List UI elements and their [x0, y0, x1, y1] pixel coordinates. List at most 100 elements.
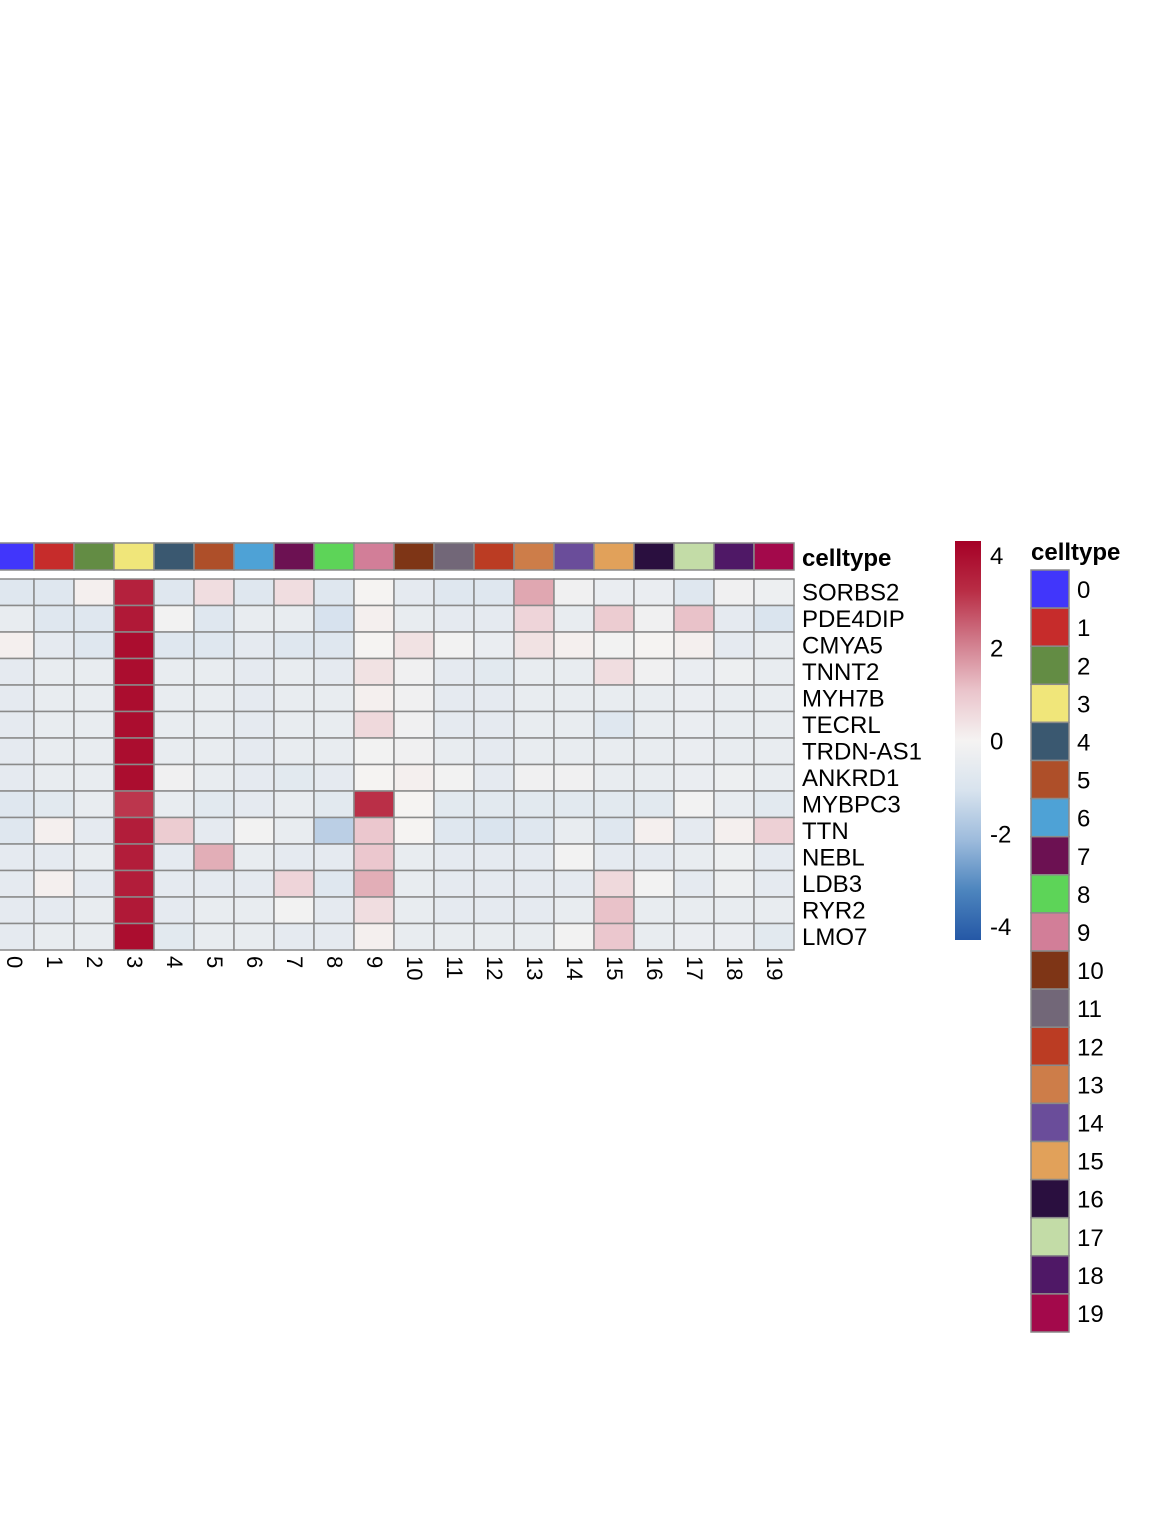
- heatmap-cell: [153, 710, 195, 739]
- heatmap-cell: [673, 604, 715, 633]
- heatmap-cell: [113, 578, 155, 607]
- heatmap-cell: [633, 843, 675, 872]
- annotation-cell-12: [473, 542, 515, 571]
- heatmap-cell: [233, 631, 275, 660]
- legend-swatch-4: [1030, 721, 1070, 762]
- heatmap-cell: [673, 578, 715, 607]
- heatmap-cell: [673, 684, 715, 713]
- heatmap-cell: [593, 578, 635, 607]
- heatmap-cell: [153, 922, 195, 951]
- heatmap-cell: [273, 816, 315, 845]
- legend-swatch-13: [1030, 1064, 1070, 1105]
- heatmap-cell: [433, 843, 475, 872]
- annotation-cell-18: [713, 542, 755, 571]
- heatmap-cell: [753, 843, 795, 872]
- heatmap-cell: [513, 578, 555, 607]
- heatmap-cell: [753, 631, 795, 660]
- heatmap-cell: [393, 843, 435, 872]
- heatmap-cell: [553, 896, 595, 925]
- heatmap-cell: [73, 737, 115, 766]
- heatmap-cell: [193, 843, 235, 872]
- heatmap-cell: [633, 631, 675, 660]
- heatmap-cell: [0, 922, 35, 951]
- heatmap-cell: [753, 684, 795, 713]
- heatmap-cell: [633, 737, 675, 766]
- legend-label: 17: [1077, 1225, 1104, 1252]
- heatmap-cell: [273, 684, 315, 713]
- heatmap-cell: [593, 843, 635, 872]
- heatmap-cell: [673, 816, 715, 845]
- legend-swatch-18: [1030, 1255, 1070, 1295]
- row-label: LMO7: [802, 924, 867, 951]
- heatmap-cell: [713, 816, 755, 845]
- row-label: TRDN-AS1: [802, 738, 922, 765]
- heatmap-cell: [233, 843, 275, 872]
- heatmap-cell: [513, 816, 555, 845]
- heatmap-cell: [153, 816, 195, 845]
- legend-swatch-3: [1030, 683, 1070, 724]
- heatmap-cell: [433, 790, 475, 819]
- heatmap-cell: [633, 578, 675, 607]
- heatmap-cell: [313, 604, 355, 633]
- annotation-cell-2: [73, 542, 115, 571]
- heatmap-cell: [473, 684, 515, 713]
- column-label: 9: [362, 956, 387, 968]
- heatmap-cell: [313, 922, 355, 951]
- heatmap-cell: [33, 869, 75, 898]
- heatmap-cell: [473, 631, 515, 660]
- column-label: 10: [402, 956, 427, 980]
- row-label: RYR2: [802, 897, 866, 924]
- heatmap-cell: [393, 896, 435, 925]
- legend-label: 4: [1077, 729, 1090, 756]
- heatmap-cell: [513, 790, 555, 819]
- heatmap-cell: [0, 763, 35, 792]
- row-label: CMYA5: [802, 632, 883, 659]
- legend-label: 15: [1077, 1149, 1104, 1176]
- heatmap-cell: [233, 922, 275, 951]
- column-label: 5: [202, 956, 227, 968]
- heatmap-cell: [353, 763, 395, 792]
- heatmap-cell: [353, 790, 395, 819]
- heatmap-cell: [33, 684, 75, 713]
- heatmap-cell: [193, 896, 235, 925]
- heatmap-cell: [593, 816, 635, 845]
- heatmap-cell: [393, 763, 435, 792]
- heatmap-cell: [153, 631, 195, 660]
- annotation-cell-8: [313, 542, 355, 571]
- heatmap-cell: [513, 737, 555, 766]
- row-label: LDB3: [802, 871, 862, 898]
- row-labels: SORBS2PDE4DIPCMYA5TNNT2MYH7BTECRLTRDN-AS…: [802, 579, 922, 951]
- heatmap-cell: [753, 922, 795, 951]
- legend-label: 11: [1077, 996, 1102, 1023]
- heatmap-cell: [553, 737, 595, 766]
- heatmap-cell: [673, 869, 715, 898]
- heatmap-cell: [73, 922, 115, 951]
- heatmap-cell: [553, 684, 595, 713]
- heatmap-cell: [113, 790, 155, 819]
- heatmap-cell: [673, 631, 715, 660]
- heatmap-cell: [713, 737, 755, 766]
- heatmap-cell: [113, 816, 155, 845]
- row-label: SORBS2: [802, 579, 899, 606]
- heatmap-cell: [353, 657, 395, 686]
- legend-label: 7: [1077, 844, 1090, 871]
- heatmap-cell: [393, 710, 435, 739]
- heatmap-cell: [353, 737, 395, 766]
- colorbar-tick-label: 2: [990, 636, 1003, 663]
- heatmap-cell: [393, 922, 435, 951]
- heatmap-cell: [73, 631, 115, 660]
- annotation-cell-19: [753, 542, 795, 571]
- heatmap-cell: [233, 657, 275, 686]
- heatmap-cell: [273, 631, 315, 660]
- heatmap-cell: [473, 843, 515, 872]
- heatmap-cell: [393, 737, 435, 766]
- celltype-annotation-bar: [0, 542, 795, 571]
- heatmap-cell: [753, 604, 795, 633]
- heatmap-cell: [753, 896, 795, 925]
- heatmap-cell: [273, 737, 315, 766]
- heatmap-cell: [593, 737, 635, 766]
- heatmap-cell: [353, 684, 395, 713]
- heatmap-cell: [113, 710, 155, 739]
- heatmap-cell: [473, 578, 515, 607]
- row-label: MYH7B: [802, 685, 885, 712]
